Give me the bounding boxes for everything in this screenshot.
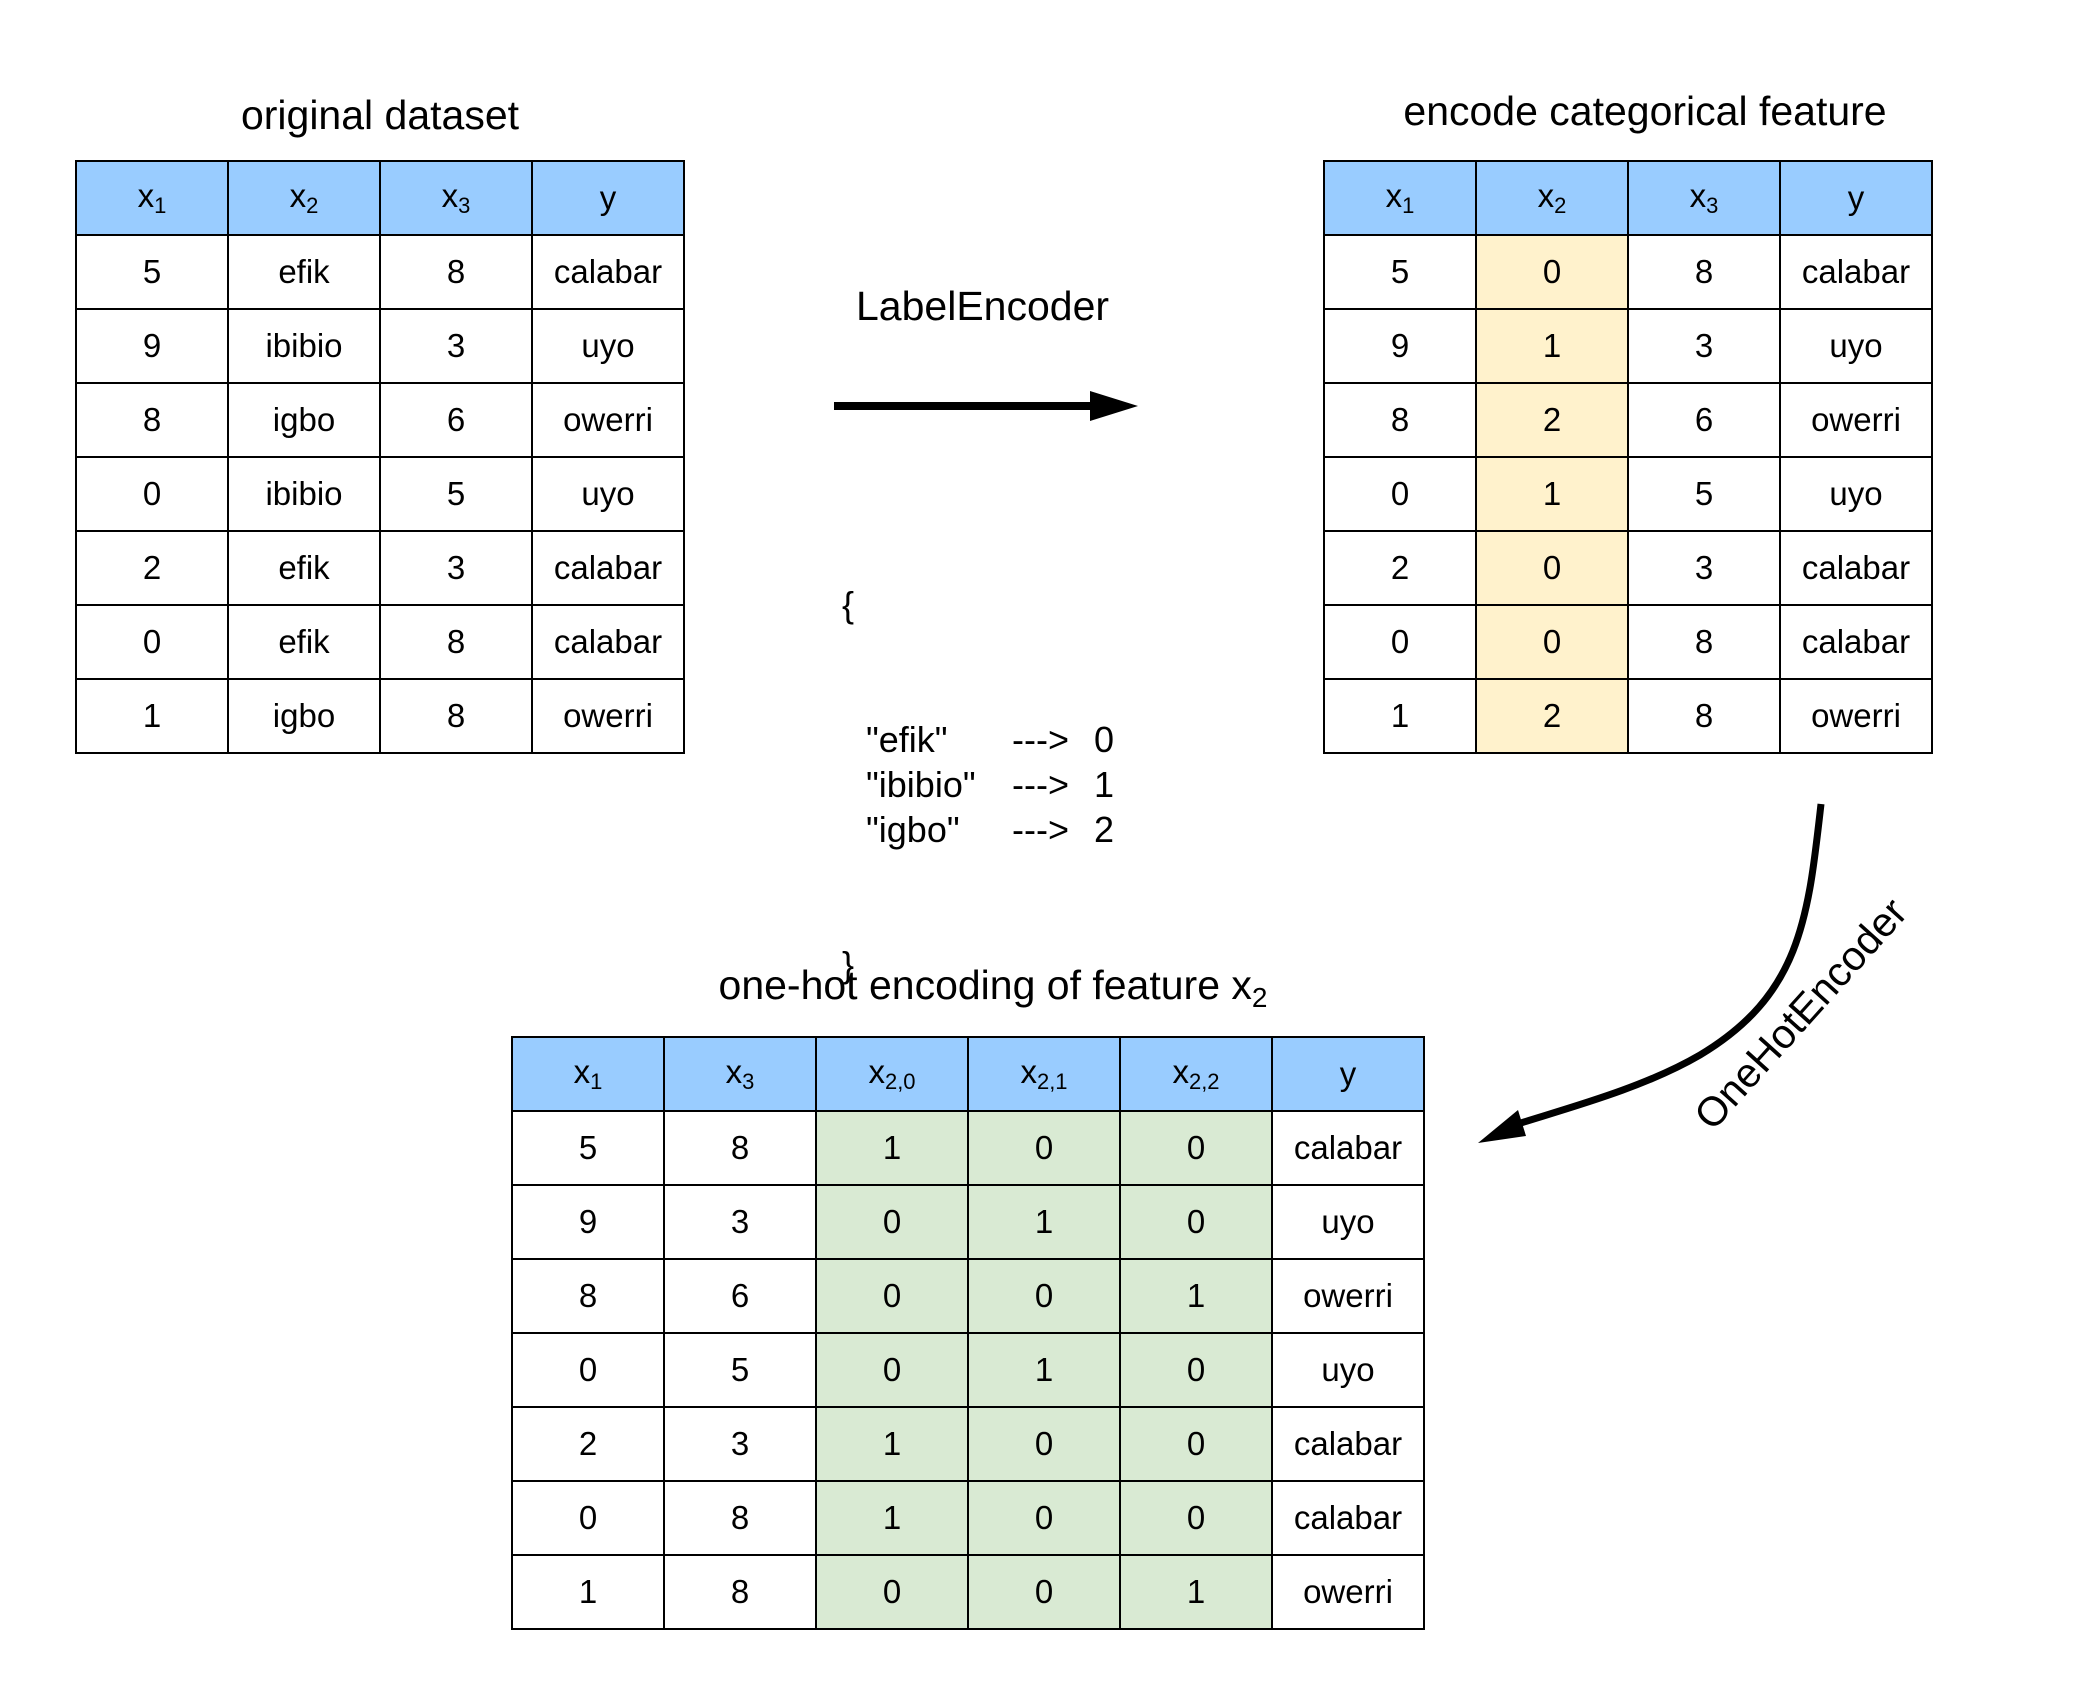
one-hot-encoder-arrow (1478, 804, 1821, 1143)
label-encoder-arrow (834, 391, 1138, 421)
